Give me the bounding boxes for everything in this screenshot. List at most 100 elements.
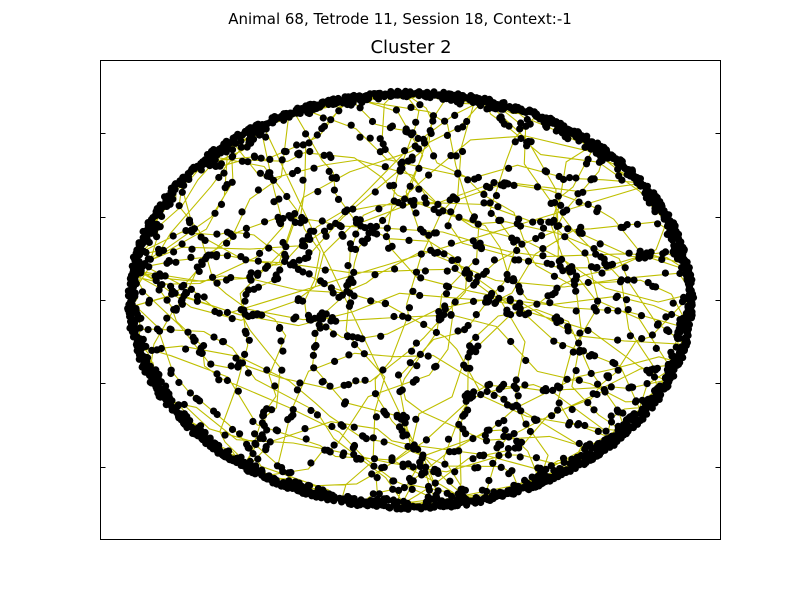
spike-point bbox=[193, 297, 201, 305]
spike-point bbox=[305, 482, 314, 490]
spike-point bbox=[395, 486, 403, 494]
spike-point bbox=[307, 406, 315, 415]
spike-point bbox=[537, 218, 545, 226]
spike-point bbox=[408, 485, 416, 493]
spike-point bbox=[447, 492, 456, 500]
spike-point bbox=[316, 311, 324, 320]
spike-point bbox=[175, 378, 183, 387]
spike-point bbox=[347, 275, 355, 283]
spike-point bbox=[648, 331, 657, 339]
spike-point bbox=[345, 351, 353, 359]
spike-point bbox=[451, 468, 459, 476]
spike-point bbox=[262, 133, 270, 141]
spike-point bbox=[443, 95, 451, 103]
spike-point bbox=[188, 245, 196, 253]
spike-point bbox=[256, 169, 264, 177]
spike-point bbox=[349, 496, 357, 504]
spike-point bbox=[213, 279, 221, 287]
spike-point bbox=[415, 92, 423, 100]
spike-point bbox=[260, 408, 268, 416]
spike-point bbox=[454, 169, 462, 177]
spike-point bbox=[277, 337, 285, 345]
spike-point bbox=[670, 223, 679, 231]
spike-point bbox=[563, 375, 571, 383]
spike-point bbox=[442, 290, 451, 298]
spike-point bbox=[182, 345, 190, 353]
spike-point bbox=[356, 133, 364, 141]
spike-point bbox=[350, 423, 358, 431]
spike-point bbox=[672, 343, 680, 351]
spike-point bbox=[338, 498, 346, 506]
spike-point bbox=[416, 462, 424, 471]
spike-point bbox=[532, 235, 540, 243]
spike-point bbox=[557, 201, 565, 209]
spike-point bbox=[379, 216, 387, 225]
spike-point bbox=[533, 300, 541, 308]
spike-point bbox=[329, 330, 337, 338]
spike-point bbox=[371, 271, 379, 279]
spike-point bbox=[483, 105, 491, 113]
spike-point bbox=[500, 395, 508, 403]
spike-point bbox=[217, 160, 225, 168]
spike-point bbox=[207, 360, 215, 368]
spike-point bbox=[339, 451, 347, 460]
spike-point bbox=[497, 285, 505, 293]
spike-point bbox=[395, 423, 404, 431]
spike-point bbox=[643, 380, 651, 388]
spike-point bbox=[653, 203, 661, 211]
spike-point bbox=[611, 360, 619, 368]
spike-point bbox=[392, 91, 400, 99]
spike-point bbox=[354, 454, 363, 463]
spike-point bbox=[576, 329, 584, 337]
spike-point bbox=[372, 93, 380, 101]
spike-point bbox=[350, 268, 358, 276]
spike-point bbox=[517, 134, 525, 143]
spike-point bbox=[222, 276, 231, 284]
spike-point bbox=[220, 169, 228, 177]
spike-point bbox=[633, 220, 642, 228]
spike-point bbox=[597, 155, 605, 163]
spike-point bbox=[529, 218, 537, 226]
spike-point bbox=[648, 394, 656, 402]
spike-point bbox=[614, 165, 622, 173]
spike-point bbox=[163, 202, 171, 210]
spike-point bbox=[507, 337, 515, 346]
spike-point bbox=[647, 248, 655, 256]
spike-point bbox=[432, 362, 440, 370]
spike-point bbox=[414, 134, 422, 143]
spike-point bbox=[417, 274, 425, 282]
spike-point bbox=[670, 241, 678, 249]
spike-point bbox=[332, 174, 340, 183]
spike-point bbox=[174, 401, 183, 409]
spike-point bbox=[222, 448, 230, 456]
spike-point bbox=[138, 240, 146, 248]
spike-point bbox=[198, 349, 206, 357]
spike-point bbox=[572, 307, 580, 315]
spike-point bbox=[514, 392, 522, 400]
figure-suptitle: Animal 68, Tetrode 11, Session 18, Conte… bbox=[228, 10, 572, 28]
spike-point bbox=[474, 273, 482, 281]
spike-point bbox=[178, 240, 186, 248]
spike-point bbox=[279, 347, 287, 355]
spike-point bbox=[588, 175, 596, 183]
spike-point bbox=[431, 479, 439, 487]
spike-point bbox=[409, 129, 417, 137]
spike-point bbox=[664, 368, 672, 376]
spike-point bbox=[542, 465, 550, 473]
spike-point bbox=[366, 499, 374, 507]
spike-point bbox=[371, 188, 379, 196]
spike-point bbox=[257, 154, 265, 162]
spike-point bbox=[685, 280, 693, 289]
spike-point bbox=[587, 369, 595, 378]
spike-point bbox=[240, 459, 248, 468]
spike-point bbox=[416, 350, 424, 358]
spike-point bbox=[213, 230, 221, 238]
spike-point bbox=[138, 288, 147, 296]
spike-point bbox=[676, 353, 684, 361]
spike-point bbox=[421, 92, 429, 100]
spike-point bbox=[134, 342, 142, 350]
spike-point bbox=[604, 154, 612, 162]
spike-point bbox=[432, 328, 440, 337]
spike-point bbox=[326, 223, 334, 231]
spike-point bbox=[325, 167, 333, 175]
